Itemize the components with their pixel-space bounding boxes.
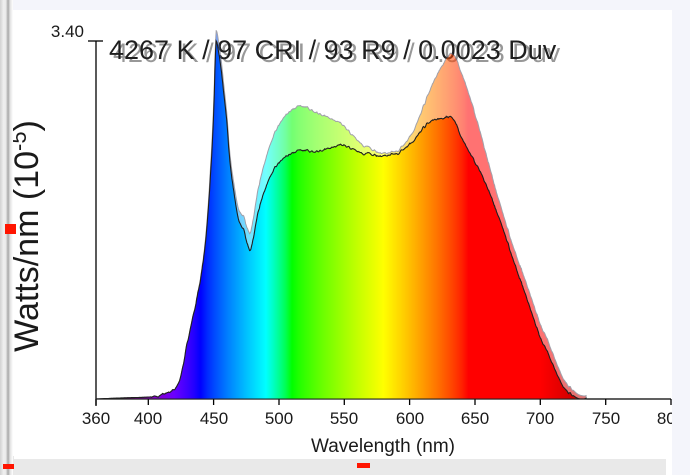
svg-text:500: 500 bbox=[265, 409, 293, 428]
svg-text:400: 400 bbox=[134, 409, 162, 428]
svg-text:450: 450 bbox=[200, 409, 228, 428]
svg-text:600: 600 bbox=[396, 409, 424, 428]
svg-text:3.40: 3.40 bbox=[51, 22, 84, 41]
svg-text:750: 750 bbox=[592, 409, 620, 428]
svg-text:360: 360 bbox=[82, 409, 110, 428]
svg-text:550: 550 bbox=[330, 409, 358, 428]
svg-text:Wavelength (nm): Wavelength (nm) bbox=[311, 436, 455, 457]
svg-text:650: 650 bbox=[461, 409, 489, 428]
svg-text:4267 K / 97 CRI / 93 R9 / 0.00: 4267 K / 97 CRI / 93 R9 / 0.0023 Duv bbox=[109, 35, 557, 65]
svg-text:700: 700 bbox=[526, 409, 554, 428]
